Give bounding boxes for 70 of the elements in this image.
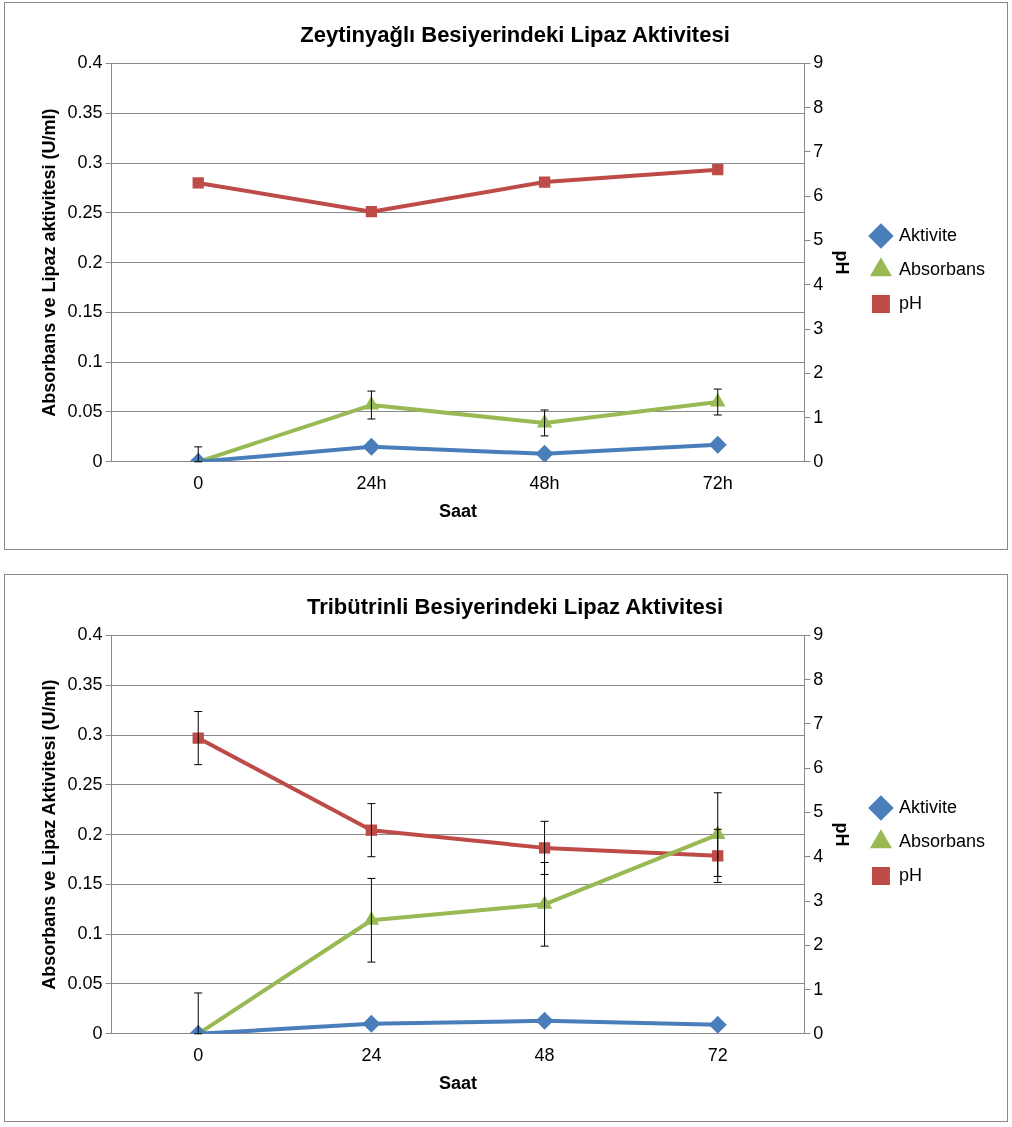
legend-label: pH [898,292,922,313]
y-tick-label: 0.4 [77,624,103,645]
y-tick-label: 0.4 [77,52,103,73]
y-tick-label: 0.2 [77,823,103,844]
legend-label: Absorbans [898,258,986,279]
x-tick-label: 72 [707,1044,728,1065]
x-tick-label: 24 [361,1044,382,1065]
y-axis-title: Absorbans ve Lipaz Aktivitesi (U/ml) [38,679,59,990]
y2-tick-label: 5 [813,229,824,250]
y2-tick-label: 6 [813,757,824,778]
x-tick-label: 48h [529,472,560,493]
y-tick-label: 0.35 [67,102,103,123]
y-tick-label: 0.05 [67,400,103,421]
y-tick-label: 0.35 [67,674,103,695]
point [708,1015,727,1034]
y2-tick-label: 4 [813,273,824,294]
legend-label: Absorbans [898,830,986,851]
chart-title: Zeytinyağlı Besiyerindeki Lipaz Aktivitesi [300,22,730,48]
y-tick-label: 0.15 [67,873,103,894]
x-tick-label: 48 [534,1044,555,1065]
y2-axis-title: pH [832,250,853,275]
y2-tick-label: 5 [813,801,824,822]
y-tick-label: 0.3 [77,723,103,744]
chart-title: Tribütrinli Besiyerindeki Lipaz Aktivitesi [306,594,724,620]
y2-tick-label: 7 [813,712,824,733]
y2-tick-label: 9 [813,624,824,645]
point [712,163,724,176]
x-tick-label: 72h [702,472,733,493]
x-tick-label: 0 [193,1044,204,1065]
y2-tick-label: 0 [813,1022,824,1043]
y2-tick-label: 6 [813,185,824,206]
point [535,1011,554,1030]
point [712,850,724,862]
y-tick-label: 0.1 [77,923,103,944]
y-tick-label: 0.05 [67,972,103,993]
y-tick-label: 0.1 [77,351,103,372]
point [192,732,204,744]
legend-label: pH [898,864,922,885]
y2-tick-label: 7 [813,140,824,161]
x-axis-title: Saat [438,1073,477,1094]
y2-tick-label: 8 [813,96,824,117]
y2-tick-label: 3 [813,889,824,910]
x-tick-label: 0 [193,472,204,493]
y2-tick-label: 1 [813,406,824,427]
y2-axis-title: pH [832,822,853,847]
point [538,842,551,854]
point [362,1014,381,1033]
y-tick-label: 0.3 [77,151,103,172]
x-axis-title: Saat [438,501,477,522]
y-tick-label: 0.2 [77,251,103,272]
y-tick-label: 0.25 [67,201,103,222]
y2-tick-label: 2 [813,362,824,383]
y2-tick-label: 0 [813,450,824,471]
y-tick-label: 0 [92,1022,103,1043]
point [538,176,551,188]
point [192,177,204,189]
y2-tick-label: 9 [813,52,824,73]
y2-tick-label: 1 [813,978,824,999]
legend-label: Aktivite [898,224,957,245]
y-axis-title: Absorbans ve Lipaz aktivitesi (U/ml) [38,108,59,417]
y2-tick-label: 4 [813,845,824,866]
legend-label: Aktivite [898,796,957,817]
point [365,206,378,218]
x-tick-label: 24h [356,472,387,493]
y-tick-label: 0.25 [67,773,103,794]
y2-tick-label: 8 [813,668,824,689]
y-tick-label: 0 [92,450,103,471]
y2-tick-label: 2 [813,934,824,955]
y2-tick-label: 3 [813,317,824,338]
y-tick-label: 0.15 [67,301,103,322]
